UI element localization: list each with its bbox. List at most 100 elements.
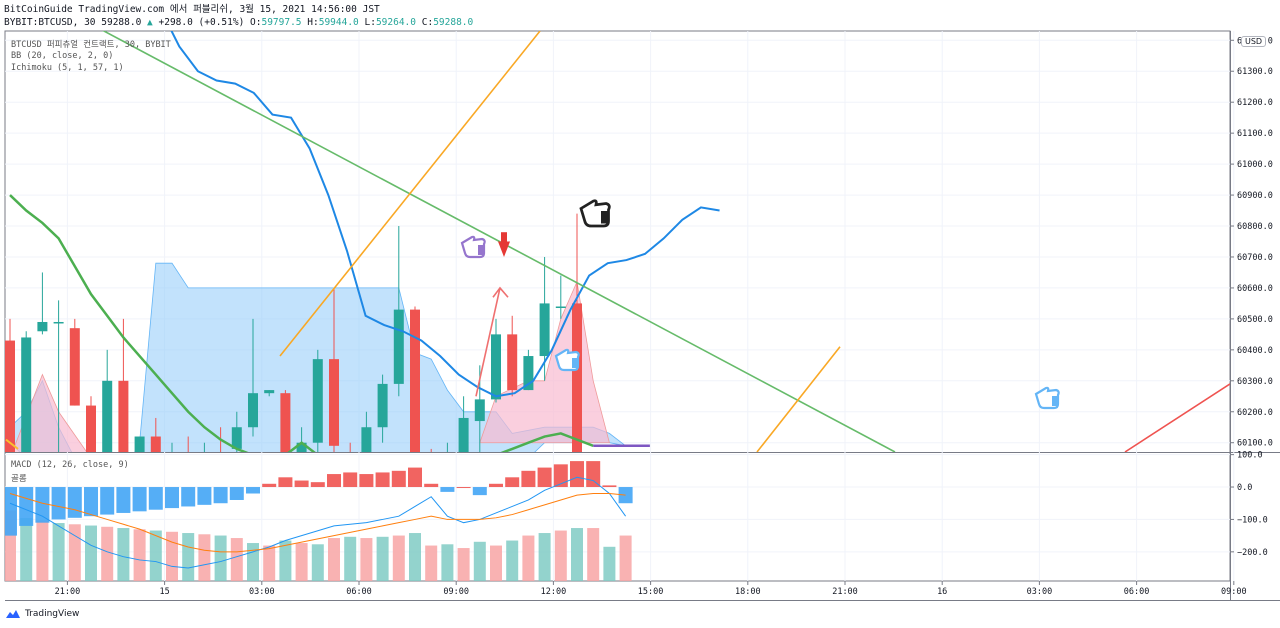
macd-histogram-bar [424, 483, 439, 488]
hand-pointer-icon-purple [460, 235, 486, 259]
macd-volume-bar [279, 540, 292, 581]
time-tick-label: 03:00 [249, 587, 275, 597]
candle-body [216, 455, 226, 461]
red-trendline [1124, 383, 1230, 452]
macd-histogram-bar [375, 472, 390, 488]
macd-volume-bar [214, 535, 227, 581]
macd-volume-bar [603, 546, 616, 581]
orange-trendline-1 [279, 31, 541, 357]
candle-body [442, 455, 452, 467]
candle-body [491, 334, 501, 400]
candle-body [458, 417, 469, 452]
macd-volume-bar [85, 525, 97, 581]
time-tick-label: 12:00 [541, 587, 567, 597]
macd-histogram-bar [586, 461, 601, 488]
candle-body [69, 328, 80, 406]
candle-body [21, 337, 32, 452]
macd-volume-bar [392, 535, 405, 581]
macd-volume-bar [554, 530, 567, 581]
macd-volume-bar [328, 538, 340, 581]
price-axis[interactable]: 60100.0 60200.0 60300.0 60400.0 60500.0 60600… [1230, 36, 1273, 558]
time-axis[interactable]: 21:00 15 03:00 06:00 09:00 12:00 15:00 18:00 21:… [55, 581, 1247, 597]
hand-cuff [572, 358, 578, 368]
macd-histogram-bar [408, 467, 422, 488]
macd-volume-bar [473, 541, 486, 581]
open-value: 59797.5 [261, 17, 302, 28]
time-tick-label: 06:00 [346, 587, 372, 597]
macd-volume-bar [198, 534, 211, 581]
macd-histogram-bar [197, 487, 212, 505]
up-triangle-icon: ▲ [147, 17, 153, 28]
macd-volume-bar [409, 533, 421, 581]
candle-body [134, 436, 145, 452]
macd-histogram-bar [343, 472, 358, 488]
macd-histogram-bar [505, 477, 520, 488]
candle-body [393, 309, 404, 384]
signal-line [9, 493, 626, 553]
price-tick-label: 60900.0 [1237, 191, 1273, 201]
candle-body [264, 390, 275, 394]
macd-histogram-bar [213, 487, 228, 504]
tradingview-logo[interactable]: TradingView [4, 609, 79, 619]
time-tick-label: 21:00 [55, 587, 81, 597]
macd-histogram-bar [51, 487, 66, 520]
macd-volume-bar [263, 545, 276, 581]
candle-body [426, 458, 436, 473]
macd-volume-bar [360, 538, 373, 581]
macd-tick-label: −200.0 [1237, 548, 1268, 558]
price-tick-label: 60300.0 [1237, 377, 1273, 387]
symbol: BYBIT:BTCUSD, 30 [4, 17, 96, 28]
macd-volume-bar [571, 528, 583, 581]
macd-volume-bar [538, 533, 551, 581]
currency-badge[interactable]: USD [1241, 36, 1267, 47]
price-tick-label: 60800.0 [1237, 222, 1273, 232]
price-tick-label: 61300.0 [1237, 67, 1273, 77]
macd-histogram-bar [310, 482, 325, 488]
legend-main[interactable]: BTCUSD 퍼피츄얼 컨트랙트, 30, BYBIT [11, 40, 171, 50]
candles [5, 213, 582, 473]
hand-cuff [601, 211, 609, 224]
legend-bb[interactable]: BB (20, close, 2, 0) [11, 51, 114, 61]
candle-body [199, 455, 209, 470]
candle-body [523, 356, 534, 391]
candle-body [248, 393, 258, 428]
price-tick-label: 60600.0 [1237, 284, 1273, 294]
macd-histogram-bar [5, 487, 17, 536]
time-tick-label: 09:00 [443, 587, 469, 597]
hand-pointer-icon-blue [554, 348, 580, 372]
hand-pointer-icon-blue-2 [1034, 386, 1060, 410]
drawings[interactable] [5, 0, 1230, 452]
candle-body [377, 383, 388, 428]
macd-volume-bar [182, 533, 195, 581]
candle-body [296, 442, 307, 452]
macd-histogram-bar [165, 487, 179, 509]
macd-histogram-bar [84, 487, 98, 517]
time-tick-label: 15 [159, 587, 169, 597]
macd-volume-bar [311, 544, 324, 581]
legend-ichimoku[interactable]: Ichimoku (5, 1, 57, 1) [11, 63, 124, 73]
time-tick-label: 03:00 [1027, 587, 1053, 597]
low-value: 59264.0 [375, 17, 416, 28]
candle-body [329, 359, 339, 446]
macd-histogram-bar [278, 477, 293, 488]
candle-body [167, 458, 177, 461]
candle-body [5, 340, 15, 452]
legend-macd[interactable]: MACD (12, 26, close, 9) [11, 460, 129, 470]
macd-line [9, 476, 627, 569]
candle-body [183, 458, 193, 470]
macd-tick-label: 0.0 [1237, 483, 1252, 493]
candle-body [539, 303, 550, 357]
time-tick-label: 21:00 [832, 587, 858, 597]
price-tick-label: 60500.0 [1237, 315, 1273, 325]
macd-volume-bar [457, 548, 470, 581]
price-tick-label: 61000.0 [1237, 160, 1273, 170]
macd-histogram-bar [521, 470, 536, 488]
last-price: 59288.0 [101, 17, 142, 28]
hand-cuff [478, 245, 484, 255]
macd-histogram-bar [148, 487, 163, 510]
price-tick-label: 60100.0 [1237, 439, 1273, 449]
macd-histogram-bar [229, 487, 244, 500]
time-tick-label: 16 [937, 587, 947, 597]
chart-header: BitCoinGuide TradingView.com 에서 퍼블리쉬, 3월… [4, 3, 473, 29]
